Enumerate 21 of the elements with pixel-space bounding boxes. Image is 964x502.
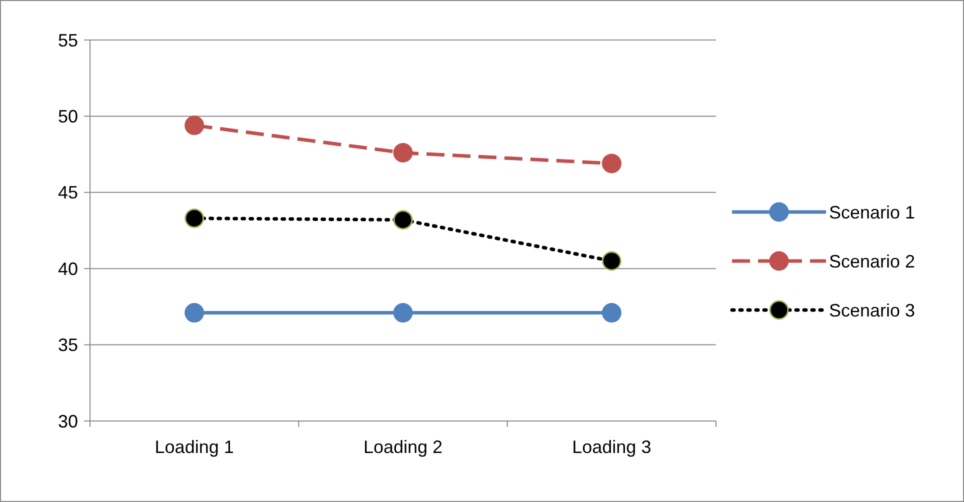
y-tick-label: 40 — [58, 258, 78, 279]
point — [393, 143, 413, 163]
y-tick-label: 55 — [58, 30, 78, 50]
point — [602, 251, 622, 271]
point — [602, 154, 622, 174]
y-tick-label: 30 — [58, 411, 78, 432]
point — [602, 303, 622, 323]
y-tick-label: 35 — [58, 335, 78, 356]
legend-label: Scenario 3 — [829, 300, 916, 320]
y-tick-label: 50 — [58, 106, 78, 126]
point — [184, 208, 204, 228]
x-tick-label: Loading 2 — [363, 437, 443, 457]
legend-label: Scenario 2 — [829, 251, 916, 272]
y-tick-label: 45 — [58, 182, 78, 203]
point — [184, 116, 204, 136]
point — [393, 210, 413, 230]
point — [184, 303, 204, 323]
legend-label: Scenario 1 — [829, 202, 916, 222]
x-tick-label: Loading 3 — [572, 437, 652, 457]
x-tick-label: Loading 1 — [154, 437, 234, 457]
point — [393, 303, 413, 323]
